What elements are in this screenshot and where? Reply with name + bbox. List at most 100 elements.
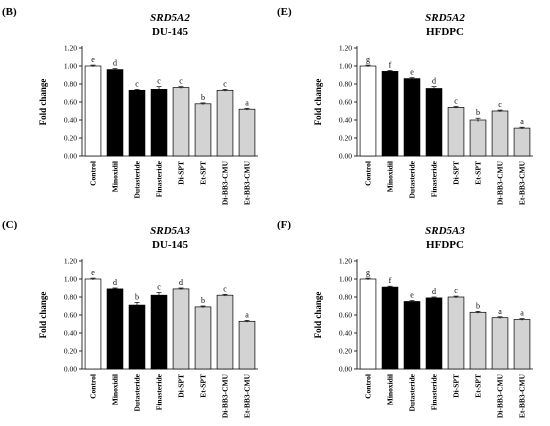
chart-panel: (F) SRD5A3 HFDPC Fold change 0.00 0.20 0.40 0.6… — [277, 219, 533, 418]
y-tick-label: 1.20 — [339, 44, 352, 53]
bar-minoxidil — [106, 288, 124, 370]
significance-letter: c — [454, 286, 458, 295]
y-tick-label: 0.40 — [64, 329, 77, 338]
x-category-label: Di-BB3-CMU — [496, 373, 505, 418]
bar-di-bb3-cmu — [216, 89, 234, 157]
significance-letter: f — [389, 61, 392, 70]
bar-et-bb3-cmu — [513, 127, 531, 157]
x-category-label: Control — [364, 374, 373, 399]
significance-letter: a — [245, 98, 249, 107]
y-tick-label: 0.20 — [339, 347, 352, 356]
y-axis-label: Fold change — [313, 292, 323, 339]
y-tick-label: 0.00 — [64, 152, 77, 161]
y-axis-label: Fold change — [38, 292, 48, 339]
x-category-label: Et-SPT — [474, 161, 483, 185]
gene-title: SRD5A2 — [150, 12, 190, 24]
y-tick-label: 1.20 — [339, 257, 352, 266]
panel-label: (E) — [277, 6, 292, 18]
bar-dutasteride — [128, 89, 146, 157]
x-category-label: Finasteride — [430, 373, 439, 410]
bar-dutasteride — [128, 304, 146, 370]
significance-letter: b — [135, 292, 139, 301]
significance-letter: a — [498, 307, 502, 316]
significance-letter: b — [476, 108, 480, 117]
bar-di-bb3-cmu — [491, 110, 509, 157]
bar-et-spt — [194, 306, 212, 370]
significance-letter: c — [179, 77, 183, 86]
significance-letter: e — [91, 268, 95, 277]
x-category-label: Minoxidil — [386, 374, 395, 405]
gene-title: SRD5A3 — [150, 225, 190, 237]
significance-letter: g — [366, 268, 370, 277]
y-tick-label: 0.80 — [64, 293, 77, 302]
bar-di-spt — [172, 288, 190, 370]
significance-letter: c — [498, 100, 502, 109]
cell-line-title: DU-145 — [152, 26, 189, 38]
significance-letter: b — [201, 93, 205, 102]
x-category-label: Et-BB3-CMU — [518, 160, 527, 205]
panel-label: (C) — [2, 219, 18, 231]
x-category-label: Di-BB3-CMU — [496, 160, 505, 205]
bar-et-spt — [194, 103, 212, 157]
significance-letter: c — [223, 284, 227, 293]
x-category-label: Dutasteride — [133, 373, 142, 411]
bar-di-spt — [447, 296, 465, 370]
bar-di-bb3-cmu — [216, 294, 234, 370]
significance-letter: c — [223, 79, 227, 88]
x-category-label: Di-SPT — [177, 161, 186, 185]
x-category-label: Di-SPT — [177, 374, 186, 398]
chart-panel: (B) SRD5A2 DU-145 Fold change 0.00 0.20 0.40 0.… — [2, 6, 258, 205]
significance-letter: d — [113, 278, 117, 287]
bar-finasteride — [425, 297, 443, 370]
x-category-label: Di-BB3-CMU — [221, 373, 230, 418]
x-category-label: Finasteride — [155, 160, 164, 197]
bar-control — [84, 278, 102, 370]
x-category-label: Control — [89, 161, 98, 186]
y-tick-label: 0.00 — [339, 365, 352, 374]
y-tick-label: 0.20 — [339, 134, 352, 143]
significance-letter: c — [157, 77, 161, 86]
gene-title: SRD5A3 — [425, 225, 465, 237]
significance-letter: a — [245, 310, 249, 319]
x-category-label: Dutasteride — [408, 160, 417, 198]
cell-line-title: DU-145 — [152, 239, 189, 251]
x-category-label: Dutasteride — [408, 373, 417, 411]
y-tick-label: 0.00 — [339, 152, 352, 161]
bar-di-spt — [172, 87, 190, 157]
significance-letter: a — [520, 309, 524, 318]
x-category-label: Finasteride — [430, 160, 439, 197]
x-category-label: Et-SPT — [474, 374, 483, 398]
chart-panel: (E) SRD5A2 HFDPC Fold change 0.00 0.20 0.40 0.6… — [277, 6, 533, 205]
y-axis-label: Fold change — [313, 79, 323, 126]
x-category-label: Dutasteride — [133, 160, 142, 198]
y-tick-label: 1.20 — [64, 257, 77, 266]
bar-et-bb3-cmu — [238, 108, 256, 157]
x-category-label: Minoxidil — [111, 374, 120, 405]
y-tick-label: 0.20 — [64, 347, 77, 356]
x-category-label: Control — [89, 374, 98, 399]
bar-et-bb3-cmu — [238, 320, 256, 370]
x-category-label: Minoxidil — [111, 161, 120, 192]
y-tick-label: 0.40 — [339, 116, 352, 125]
bar-control — [84, 65, 102, 157]
significance-letter: e — [410, 68, 414, 77]
bar-et-spt — [469, 311, 487, 370]
bar-di-bb3-cmu — [491, 317, 509, 370]
cell-line-title: HFDPC — [426, 26, 464, 38]
y-tick-label: 0.60 — [339, 311, 352, 320]
significance-letter: c — [454, 97, 458, 106]
bar-control — [359, 278, 377, 370]
panel-label: (F) — [277, 219, 291, 231]
bar-et-spt — [469, 119, 487, 157]
bar-di-spt — [447, 107, 465, 157]
y-tick-label: 0.20 — [64, 134, 77, 143]
x-category-label: Control — [364, 161, 373, 186]
y-tick-label: 1.00 — [64, 275, 77, 284]
chart-panel: (C) SRD5A3 DU-145 Fold change 0.00 0.20 0.40 0.… — [2, 219, 258, 418]
significance-letter: e — [91, 55, 95, 64]
significance-letter: c — [157, 283, 161, 292]
significance-letter: c — [135, 79, 139, 88]
significance-letter: d — [179, 278, 183, 287]
significance-letter: g — [366, 55, 370, 64]
